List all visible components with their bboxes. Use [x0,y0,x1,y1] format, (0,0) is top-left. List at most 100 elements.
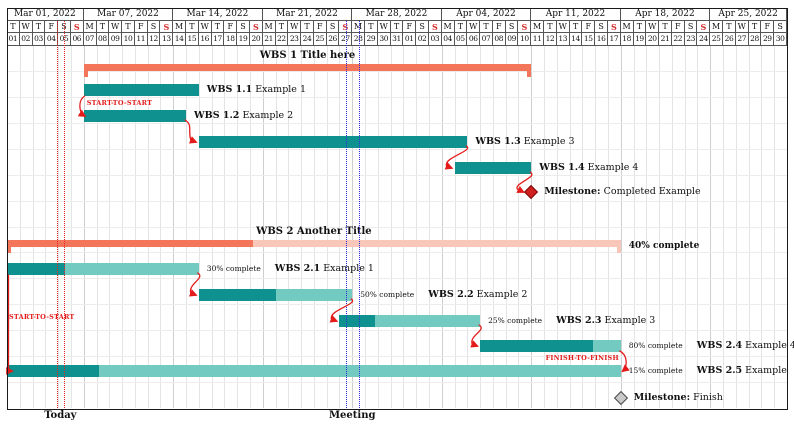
week-header-cell: Mar 01, 2022 [7,8,84,21]
grid-day-line [237,45,239,408]
task-bar [198,136,468,148]
day-number-cell: 07 [83,33,97,46]
day-number-cell: 18 [620,33,634,46]
day-number-cell: 10 [122,33,135,46]
day-number-cell: 12 [544,33,557,46]
day-number-cell: 09 [505,33,519,46]
today-marker-line [63,21,65,408]
group-bar-left-tab [7,240,11,253]
day-number-cell: 03 [32,33,46,46]
task-label: WBS 1.2 Example 2 [194,110,293,122]
day-number-cell: 15 [582,33,596,46]
day-number-cell: 10 [518,33,532,46]
grid-row-line [7,381,787,383]
group-bar-left-tab [83,64,88,77]
day-letter-cell: T [186,21,199,33]
task-name-rest: Example 4 [584,162,639,173]
day-number-cell: 17 [211,33,225,46]
grid-day-line [748,45,750,408]
day-letter-cell: F [492,21,506,33]
grid-day-line [339,45,341,408]
day-letter-cell: M [531,21,545,33]
task-progress-label: 25% complete [488,316,543,325]
grid-day-line [96,45,98,408]
task-bar [7,263,199,275]
grid-day-line [595,45,597,408]
grid-day-line [569,45,571,408]
grid-day-line [390,45,392,408]
grid-day-line [160,45,162,408]
day-number-cell: 18 [224,33,238,46]
day-number-cell: 15 [186,33,199,46]
week-header-cell: Mar 21, 2022 [262,8,353,21]
week-header-cell: Mar 28, 2022 [352,8,442,21]
day-letter-cell: T [390,21,404,33]
task-name-rest: Example 2 [239,110,294,121]
day-letter-cell: S [697,21,711,33]
grid-day-line [607,45,609,408]
grid-day-line [492,45,494,408]
grid-day-line [467,45,469,408]
day-letter-cell: W [109,21,123,33]
day-letter-cell: T [96,21,110,33]
task-bar [83,84,199,96]
grid-day-line [582,45,584,408]
day-number-cell: 13 [160,33,174,46]
day-number-cell: 24 [301,33,314,46]
task-bar [198,289,353,301]
task-bar-complete [480,340,593,352]
day-number-cell: 22 [275,33,289,46]
grid-day-line [70,45,72,408]
day-number-cell: 26 [326,33,340,46]
task-name-bold: WBS 1.2 [194,110,240,121]
grid-day-line [735,45,737,408]
day-letter-cell: S [249,21,263,33]
grid-day-line [365,45,367,408]
day-letter-cell: W [198,21,212,33]
milestone-label-rest: Finish [690,392,723,403]
day-letter-cell: S [428,21,442,33]
grid-row-line [7,123,787,125]
task-name-bold: WBS 1.3 [475,136,521,147]
grid-row-line [7,148,787,150]
grid-day-line [633,45,635,408]
grid-day-line [761,45,763,408]
task-label: WBS 1.4 Example 4 [539,162,638,174]
grid-row-line [7,329,787,331]
day-letter-cell: W [19,21,33,33]
grid-row-line [7,252,787,254]
day-letter-cell: F [224,21,238,33]
task-name-bold: WBS 2.4 [696,340,743,351]
grid-day-line [518,45,520,408]
day-letter-cell: S [505,21,519,33]
day-letter-cell: F [313,21,327,33]
day-number-cell: 30 [377,33,391,46]
day-number-cell: 21 [659,33,672,46]
day-number-cell: 28 [748,33,762,46]
grid-row-line [7,174,787,176]
day-number-cell: 06 [70,33,84,46]
group-bar-complete [83,64,532,71]
group-bar-complete [7,240,253,247]
group-progress-label: 40% complete [628,241,700,251]
task-progress-label: 80% complete [628,341,683,350]
day-letter-cell: T [659,21,672,33]
day-number-cell: 01 [7,33,20,46]
task-bar-complete [198,289,276,301]
day-number-cell: 07 [480,33,493,46]
meeting-marker-line [345,21,347,408]
day-number-cell: 08 [96,33,110,46]
grid-day-line [198,45,200,408]
task-label: 30% complete WBS 2.1 Example 1 [207,263,374,275]
today-marker-line [57,21,59,408]
grid-row-line [7,97,787,99]
day-number-cell: 19 [633,33,647,46]
day-letter-cell: M [262,21,276,33]
task-bar [7,365,621,377]
day-letter-cell: M [710,21,724,33]
group-title-label: WBS 2 Another Title [256,226,372,237]
day-letter-cell: F [582,21,596,33]
grid-day-line [147,45,149,408]
day-letter-cell: S [684,21,698,33]
day-letter-cell: S [774,21,787,33]
